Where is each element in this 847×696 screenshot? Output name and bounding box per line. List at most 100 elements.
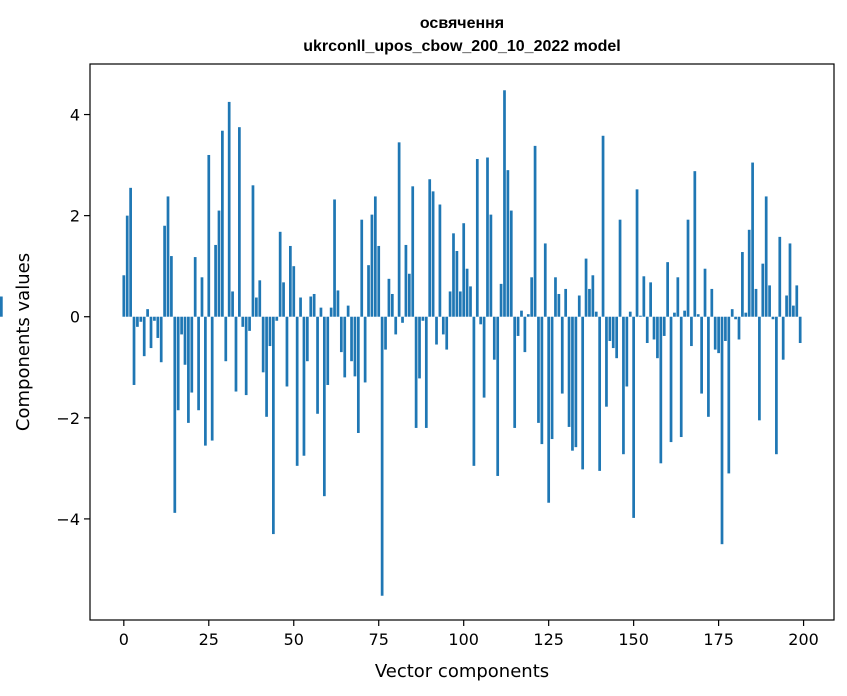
- bar-90: [428, 179, 432, 317]
- bar-105: [479, 316, 483, 325]
- bar-42: [265, 316, 268, 417]
- bar-94: [441, 316, 445, 335]
- y-tick-label: −2: [56, 409, 80, 428]
- bar-79: [390, 293, 394, 317]
- bar-173: [710, 288, 714, 317]
- bar-7: [146, 309, 149, 317]
- bar-48: [285, 316, 289, 387]
- bar-140: [598, 316, 602, 471]
- y-axis-ticks: −4 −2 0 2 4: [56, 106, 90, 529]
- bar-4: [136, 316, 139, 327]
- bar-61: [329, 307, 333, 317]
- bar-131: [567, 316, 571, 427]
- bar-87: [418, 316, 421, 379]
- bar-39: [255, 297, 258, 317]
- bar-8: [149, 316, 153, 349]
- bar-121: [533, 145, 537, 317]
- bar-78: [387, 278, 391, 317]
- bar-59: [322, 316, 326, 497]
- bar-138: [591, 275, 595, 317]
- bar-63: [336, 290, 340, 317]
- bar-15: [173, 316, 177, 513]
- bar-171: [703, 268, 707, 317]
- bar-142: [605, 316, 608, 407]
- x-tick-label: 75: [369, 630, 389, 649]
- bar-161: [669, 316, 673, 443]
- bar-109: [492, 316, 496, 360]
- bar-193: [778, 236, 782, 317]
- bar-128: [557, 293, 561, 317]
- bar-26: [210, 316, 214, 441]
- bar-83: [404, 244, 408, 317]
- bar-undefined: [0, 296, 3, 317]
- x-tick-label: 175: [703, 630, 734, 649]
- bar-102: [469, 286, 472, 317]
- bar-76: [380, 316, 384, 596]
- bar-66: [346, 305, 350, 317]
- bar-56: [312, 293, 316, 317]
- bar-160: [666, 262, 669, 317]
- bar-20: [190, 316, 194, 393]
- bar-179: [730, 309, 734, 317]
- bar-195: [785, 295, 788, 317]
- bar-111: [499, 283, 503, 317]
- bar-35: [241, 316, 245, 327]
- x-tick-label: 100: [448, 630, 479, 649]
- bar-24: [204, 316, 207, 446]
- bar-74: [373, 196, 377, 317]
- bar-132: [571, 316, 574, 451]
- bar-116: [516, 316, 520, 336]
- bar-88: [421, 316, 425, 321]
- bar-30: [224, 316, 228, 362]
- bar-6: [142, 316, 146, 357]
- bar-136: [584, 258, 588, 317]
- bar-67: [350, 316, 353, 362]
- bar-198: [795, 285, 799, 317]
- bar-96: [448, 291, 452, 317]
- bar-41: [261, 316, 265, 373]
- bar-157: [656, 316, 659, 359]
- bar-71: [363, 316, 367, 383]
- bar-53: [302, 316, 306, 456]
- bar-124: [543, 243, 547, 317]
- bar-196: [788, 243, 792, 317]
- bar-154: [645, 316, 649, 344]
- bar-144: [611, 316, 615, 349]
- bar-168: [693, 171, 697, 317]
- bar-23: [200, 277, 204, 317]
- bar-33: [234, 316, 238, 392]
- x-axis-ticks: 0 25 50 75 100 125 150 175 200: [119, 620, 819, 649]
- bar-119: [526, 314, 530, 317]
- bar-98: [455, 251, 459, 317]
- bar-5: [139, 316, 143, 322]
- bar-129: [560, 316, 564, 394]
- bar-149: [628, 311, 632, 317]
- bar-165: [683, 310, 686, 317]
- bar-143: [608, 316, 612, 341]
- bar-135: [581, 316, 585, 470]
- bar-141: [601, 135, 605, 317]
- bar-43: [268, 316, 272, 347]
- bar-68: [353, 316, 357, 377]
- y-tick-label: 2: [70, 207, 80, 226]
- bar-10: [156, 316, 160, 338]
- bar-133: [574, 316, 578, 448]
- bar-93: [438, 204, 442, 317]
- bar-51: [295, 316, 299, 466]
- bar-118: [523, 316, 527, 353]
- bar-99: [458, 291, 462, 317]
- bar-25: [207, 154, 211, 317]
- bar-156: [652, 316, 656, 340]
- y-axis-label: Components values: [13, 253, 34, 431]
- x-tick-label: 50: [284, 630, 304, 649]
- x-axis-label: Vector components: [375, 661, 549, 682]
- bar-145: [615, 316, 619, 359]
- bar-153: [642, 276, 646, 317]
- bar-52: [299, 297, 302, 317]
- bar-148: [625, 316, 629, 387]
- bar-1: [125, 215, 129, 317]
- bar-70: [360, 219, 364, 317]
- bar-9: [153, 316, 156, 321]
- bar-103: [472, 316, 476, 466]
